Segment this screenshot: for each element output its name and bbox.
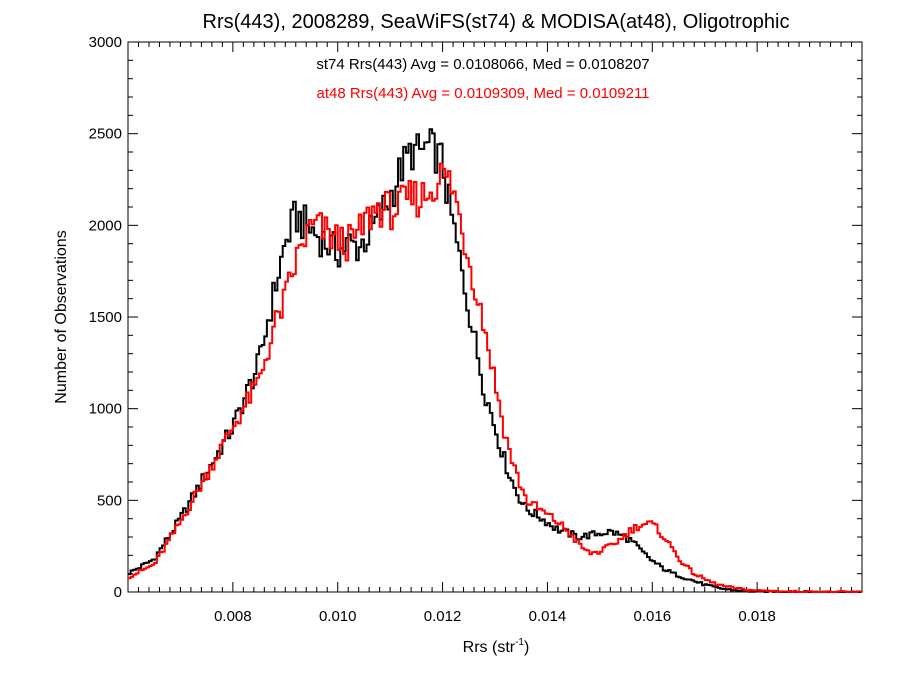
x-tick-label: 0.012 [424, 608, 462, 625]
stat-at48: at48 Rrs(443) Avg = 0.0109309, Med = 0.0… [316, 85, 649, 102]
series-line-0 [128, 128, 862, 593]
plot-area: 0 500 1000 1500 2000 2500 3000 0.008 0.010 0.012 0… [89, 34, 863, 625]
y-tick-label: 1000 [89, 401, 122, 418]
x-axis-label-close: ) [524, 639, 529, 656]
y-tick-label: 2000 [89, 217, 122, 234]
x-tick-label: 0.014 [529, 608, 567, 625]
y-tick-label: 0 [114, 584, 122, 601]
y-tick-label: 500 [97, 492, 122, 509]
x-axis-label: Rrs (str-1) [463, 637, 530, 656]
x-tick-label: 0.008 [214, 608, 252, 625]
series-line-1 [128, 162, 862, 593]
y-axis-label: Number of Observations [53, 230, 70, 403]
y-tick-label: 2500 [89, 126, 122, 143]
x-tick-label: 0.018 [738, 608, 776, 625]
x-axis-label-main: Rrs (str [463, 639, 516, 656]
chart-title: Rrs(443), 2008289, SeaWiFS(st74) & MODIS… [203, 11, 790, 33]
stat-st74: st74 Rrs(443) Avg = 0.0108066, Med = 0.0… [316, 56, 649, 73]
x-tick-label: 0.016 [634, 608, 672, 625]
plot-frame [127, 41, 863, 593]
y-axis-label-group: Number of Observations [53, 230, 70, 403]
y-tick-label: 3000 [89, 34, 122, 51]
y-tick-label: 1500 [89, 309, 122, 326]
x-axis-label-superscript: -1 [515, 637, 524, 648]
x-tick-label: 0.010 [319, 608, 357, 625]
